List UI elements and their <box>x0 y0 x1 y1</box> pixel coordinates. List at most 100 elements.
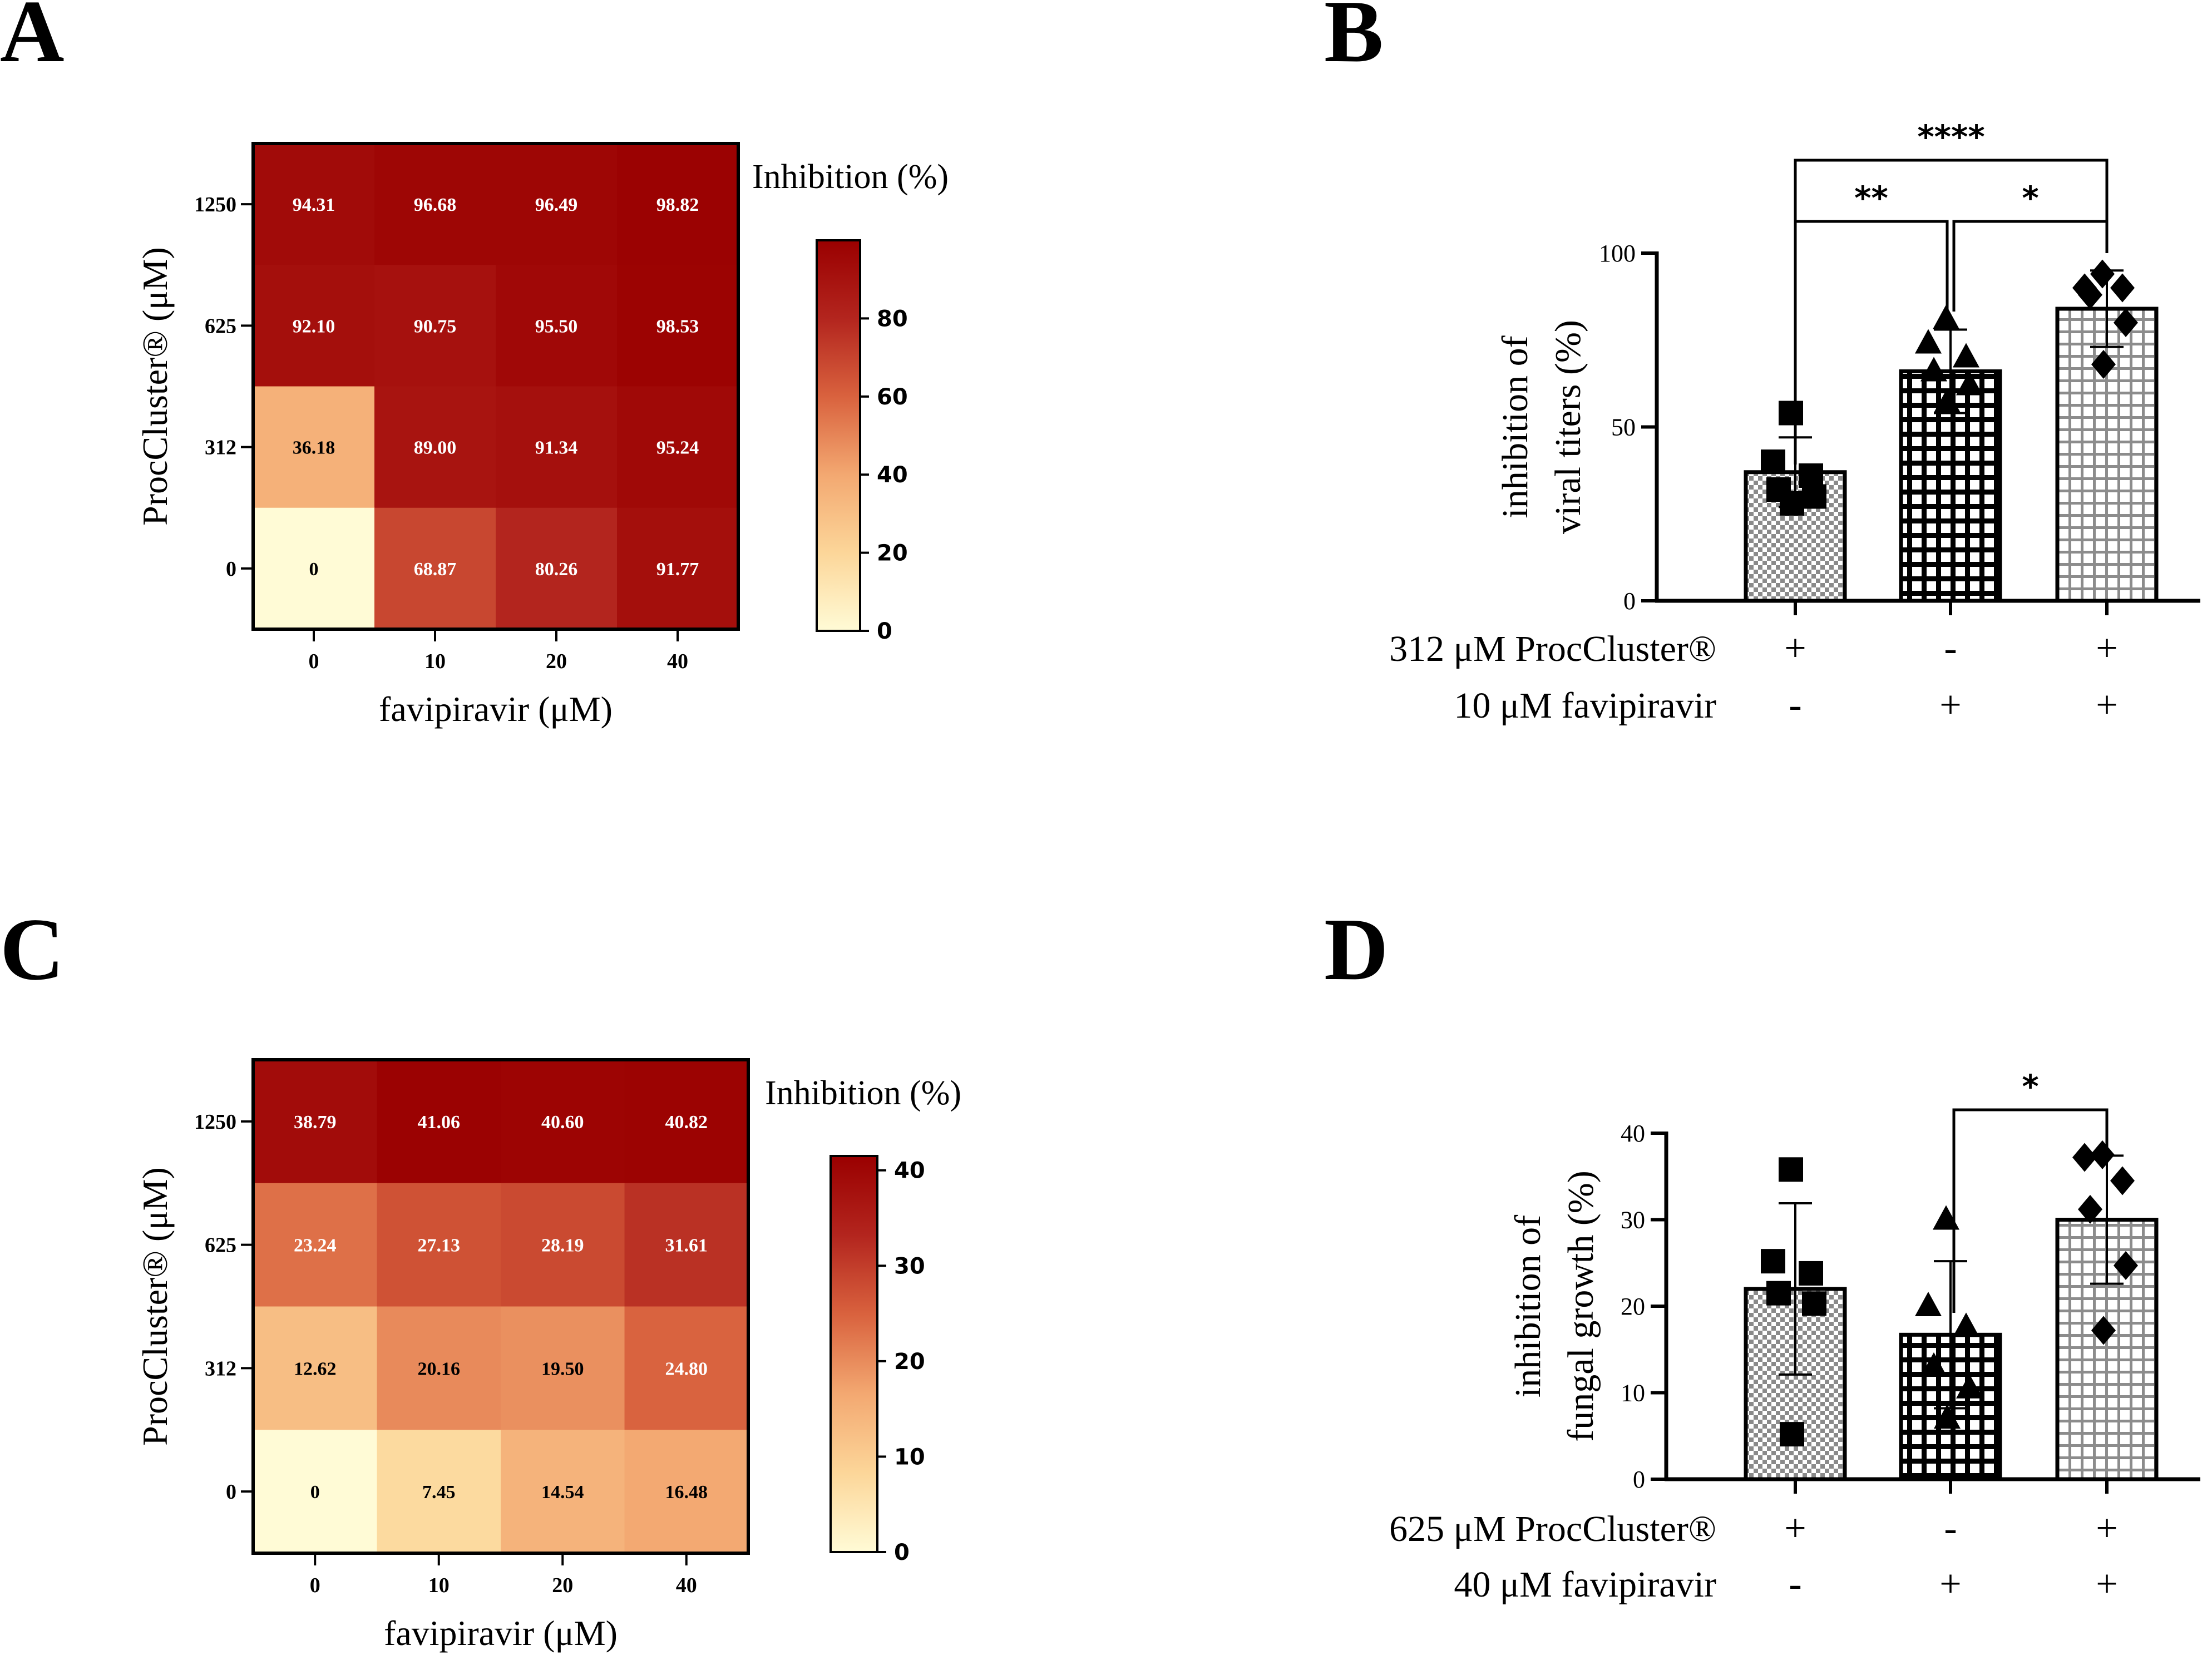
data-point <box>2090 1140 2115 1169</box>
cell-value-label: 98.82 <box>656 195 699 215</box>
condition-sign: + <box>1784 627 1806 670</box>
data-point <box>1802 484 1826 509</box>
heatmap-cell <box>377 1306 501 1430</box>
heatmap-cell <box>377 1060 501 1184</box>
x-tick-label: 40 <box>667 650 688 673</box>
data-point <box>1802 1291 1826 1316</box>
condition-sign: - <box>1944 1507 1957 1550</box>
cell-value-label: 89.00 <box>414 438 457 458</box>
y-tick-label: 100 <box>1599 240 1636 267</box>
y-tick-label: 10 <box>1621 1380 1645 1407</box>
data-point <box>1799 463 1823 488</box>
data-point <box>2078 280 2102 309</box>
cell-value-label: 94.31 <box>293 195 335 215</box>
condition-sign: + <box>2096 627 2117 670</box>
significance-label: * <box>2022 1068 2038 1105</box>
data-point <box>2091 1316 2116 1345</box>
colorbar-tick-label: 0 <box>877 619 892 644</box>
colorbar-tick-label: 80 <box>877 306 908 332</box>
data-point <box>1956 370 1983 396</box>
data-point <box>1915 1292 1942 1316</box>
data-point <box>1779 401 1803 426</box>
x-tick-label: 0 <box>310 1574 320 1597</box>
significance-label: **** <box>1917 118 1984 156</box>
y-axis-title: ProcCluster® (μM) <box>135 1167 175 1446</box>
heatmap-cell <box>253 1430 378 1554</box>
data-point <box>2091 350 2116 379</box>
y-tick-label: 40 <box>1621 1120 1645 1147</box>
significance-label: * <box>2022 179 2038 217</box>
heatmap-frame <box>251 142 740 631</box>
cell-value-label: 23.24 <box>294 1236 337 1256</box>
data-point <box>2090 259 2115 289</box>
colorbar-tick-label: 20 <box>894 1349 925 1375</box>
heatmap-cell <box>374 386 496 508</box>
y-tick-label: 0 <box>226 1480 236 1504</box>
data-point <box>1799 1261 1823 1286</box>
colorbar-tick-label: 0 <box>894 1540 910 1565</box>
x-tick-label: 20 <box>552 1574 573 1597</box>
bar <box>2055 307 2159 603</box>
data-point <box>1956 1374 1983 1399</box>
cell-value-label: 12.62 <box>294 1358 337 1379</box>
cell-value-label: 98.53 <box>656 316 699 337</box>
cell-value-label: 68.87 <box>414 559 457 580</box>
heatmap-cell <box>377 1430 501 1554</box>
condition-label: 40 μM favipiravir <box>1454 1564 1716 1605</box>
y-tick-label: 1250 <box>194 193 236 216</box>
data-point <box>2114 308 2138 337</box>
x-axis-title: favipiravir (μM) <box>384 1613 618 1653</box>
cell-value-label: 96.68 <box>414 195 457 215</box>
x-tick-label: 10 <box>428 1574 450 1597</box>
y-tick-label: 1250 <box>194 1110 236 1134</box>
data-point <box>1761 449 1785 474</box>
condition-sign: - <box>1789 1563 1801 1605</box>
cell-value-label: 91.34 <box>535 438 578 458</box>
heatmap-frame <box>251 1058 750 1555</box>
y-tick-label: 312 <box>205 1357 236 1380</box>
cell-value-label: 95.50 <box>535 316 578 337</box>
colorbar-title: Inhibition (%) <box>752 158 949 196</box>
y-tick-label: 20 <box>1621 1293 1645 1320</box>
heatmap-cell <box>624 1183 749 1307</box>
heatmap-cell <box>617 144 739 265</box>
x-tick-label: 0 <box>309 650 319 673</box>
heatmap-cell <box>253 386 375 508</box>
y-tick-label: 625 <box>205 314 236 338</box>
condition-sign: + <box>2096 1563 2117 1605</box>
y-tick-label: 625 <box>205 1234 236 1257</box>
data-point <box>1953 343 1979 368</box>
heatmap-cell <box>617 265 739 387</box>
condition-label: 10 μM favipiravir <box>1454 685 1716 726</box>
heatmap-cell <box>624 1430 749 1554</box>
condition-sign: - <box>1944 627 1957 670</box>
data-point <box>1953 1312 1979 1337</box>
heatmap-cell <box>374 144 496 265</box>
data-point <box>1934 1404 1961 1429</box>
cell-value-label: 20.16 <box>418 1358 461 1379</box>
cell-value-label: 31.61 <box>665 1236 708 1256</box>
data-point <box>1933 1205 1959 1230</box>
heatmap-cell <box>624 1060 749 1184</box>
y-tick-label: 0 <box>1633 1466 1645 1493</box>
heatmap-cell <box>501 1430 625 1554</box>
cell-value-label: 0 <box>309 559 319 580</box>
heatmap-cell <box>501 1306 625 1430</box>
y-axis-title: viral titers (%) <box>1548 320 1588 534</box>
colorbar <box>816 239 861 632</box>
colorbar-tick-label: 40 <box>877 462 908 488</box>
y-tick-label: 312 <box>205 436 236 460</box>
y-axis-title: inhibition of <box>1495 335 1535 518</box>
heatmap-cell <box>624 1306 749 1430</box>
condition-sign: + <box>1939 684 1961 727</box>
panel-label-c: C <box>0 900 65 999</box>
heatmap-cell <box>496 144 618 265</box>
cell-value-label: 90.75 <box>414 316 457 337</box>
heatmap-cell <box>253 1306 378 1430</box>
heatmap-cell <box>617 507 739 630</box>
cell-value-label: 27.13 <box>418 1236 461 1256</box>
x-tick-label: 20 <box>546 650 567 673</box>
cell-value-label: 80.26 <box>535 559 578 580</box>
data-point <box>1934 388 1961 413</box>
